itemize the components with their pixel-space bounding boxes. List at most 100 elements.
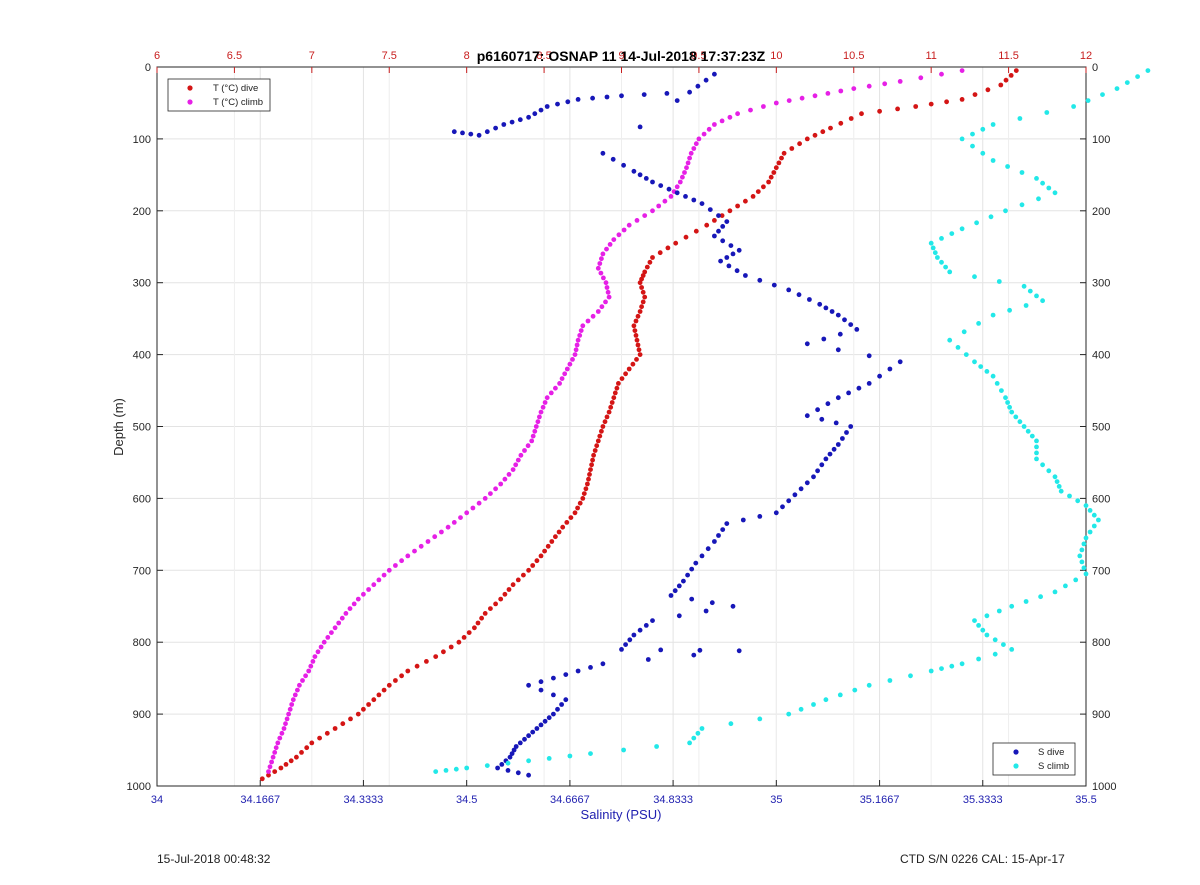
data-point [984,632,990,638]
data-point [631,632,637,638]
data-point-interp [540,404,546,410]
data-point-interp [1017,116,1023,121]
data-point-interp [583,486,589,492]
data-point-interp [336,620,342,626]
tick-label-temperature: 11 [925,50,936,62]
data-point-interp [666,186,672,192]
data-point [266,769,271,774]
data-point-interp [466,630,472,635]
data-point-interp [515,577,521,583]
data-point-interp [590,457,595,463]
tick-label-temperature: 10 [770,50,782,62]
data-point [451,129,457,135]
data-point [1034,176,1039,181]
data-point [575,337,581,343]
data-point-interp [598,270,604,276]
data-point-interp [709,600,715,606]
data-point-interp [637,172,643,178]
data-point-interp [1027,288,1033,294]
data-point [990,373,996,379]
data-point-interp [918,75,924,81]
data-point [501,122,507,127]
data-point-interp [414,663,420,669]
tick-label-depth-left: 1000 [127,781,151,793]
data-point-interp [283,762,289,767]
legend-label-s-climb: S climb [1038,761,1069,772]
data-point-interp [376,692,382,698]
data-point-interp [1017,419,1023,425]
data-point [563,672,569,677]
data-point-interp [812,132,818,138]
data-point-interp [453,766,459,772]
data-point-interp [949,231,955,237]
data-point-interp [707,207,713,213]
tick-label-temperature: 8 [464,50,470,62]
data-point-interp [1023,303,1029,308]
data-point-interp [866,83,872,89]
data-point-interp [522,736,527,742]
data-point-interp [815,468,820,474]
data-point-interp [819,462,825,468]
data-point [595,309,601,314]
data-point-interp [706,126,712,132]
data-point-interp [761,104,766,109]
data-point-interp [999,388,1004,393]
tick-label-depth-left: 700 [133,565,151,577]
data-point [513,744,519,749]
data-point [674,190,680,196]
data-point [281,726,287,731]
data-point-interp [685,572,690,578]
data-point [626,366,632,372]
data-point-interp [604,414,610,420]
data-point-interp [348,716,353,722]
data-point [286,711,291,717]
data-point [634,337,640,343]
data-point-interp [542,548,547,554]
data-point [551,711,556,717]
data-point-interp [640,289,646,295]
data-point-interp [623,642,628,647]
data-point-interp [645,657,651,662]
data-point-interp [685,160,691,166]
data-point-interp [939,236,944,241]
data-point-interp [1034,444,1039,450]
data-point [642,269,648,275]
data-point-interp [564,520,570,525]
data-point-interp [1079,547,1085,553]
data-point-interp [484,763,490,768]
data-point [278,765,284,771]
data-point-interp [728,721,734,727]
tick-label-depth-left: 0 [145,62,151,74]
data-point-interp [506,472,512,477]
data-point-interp [488,606,493,611]
data-point [1052,190,1058,196]
data-point-interp [1063,583,1068,589]
tick-label-temperature: 7 [309,50,315,62]
data-point-interp [697,647,703,653]
data-point-interp [470,505,476,511]
data-point-interp [567,361,573,367]
data-point-interp [441,649,446,655]
data-point-interp [502,476,508,482]
data-point-interp [279,730,285,736]
tick-label-depth-right: 600 [1092,493,1110,505]
data-point-interp [304,745,310,751]
data-point-interp [748,107,753,113]
depth-ticks-right: 0 100 200 300 400 500 600 700 800 900 1000 [1080,62,1116,793]
data-point-interp [970,131,975,137]
data-point [1003,395,1008,401]
data-point [518,452,524,458]
data-point [684,165,689,171]
tick-label-depth-right: 1000 [1092,781,1116,793]
data-point-interp [621,227,627,233]
data-point [688,150,694,156]
data-point-interp [1079,559,1085,565]
data-point-interp [597,433,603,439]
data-point-interp [779,155,784,161]
data-point-interp [825,91,831,96]
data-point-interp [616,232,622,238]
data-point-interp [639,285,644,290]
data-point-interp [266,772,271,778]
data-point [312,654,318,659]
data-point-interp [534,558,540,564]
